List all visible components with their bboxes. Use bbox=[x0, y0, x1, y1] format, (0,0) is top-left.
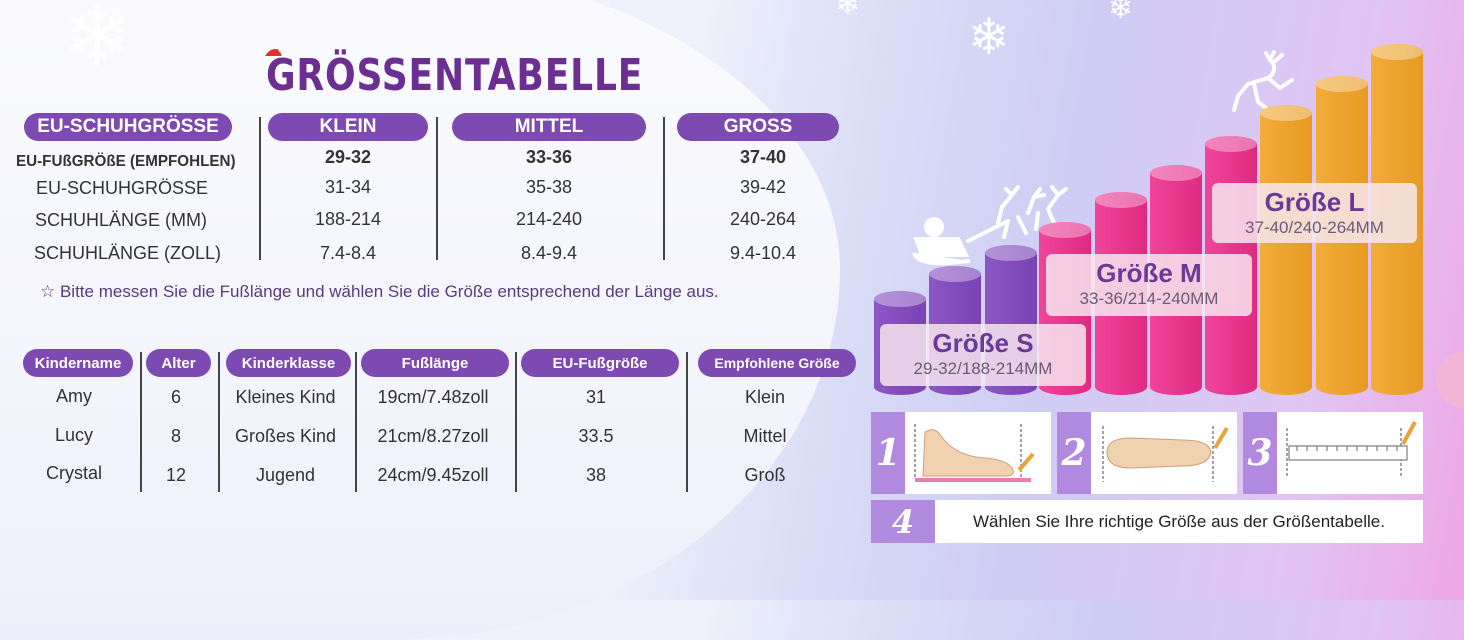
kids-header-class: Kinderklasse bbox=[226, 349, 351, 377]
step-number: 4 bbox=[871, 500, 935, 543]
table-cell: Klein bbox=[744, 387, 786, 407]
column-header-mittel: MITTEL bbox=[452, 113, 646, 141]
santa-hat-icon bbox=[263, 47, 284, 60]
kids-header-recommended: Empfohlene Größe bbox=[698, 349, 856, 377]
size-label-sub: 29-32/188-214MM bbox=[913, 359, 1053, 378]
size-label-sub: 33-36/214-240MM bbox=[1079, 289, 1219, 308]
size-label-l: Größe L 37-40/240-264MM bbox=[1212, 183, 1417, 243]
table-cell: Großes Kind bbox=[234, 426, 337, 446]
table-cell: 31 bbox=[585, 387, 607, 407]
measure-note: ☆ Bitte messen Sie die Fußlänge und wähl… bbox=[40, 282, 719, 301]
kids-header-footlength: Fußlänge bbox=[361, 349, 509, 377]
snowflake-icon: ❄ bbox=[62, 0, 133, 85]
ruler-icon bbox=[1286, 421, 1417, 478]
step-1: 1 bbox=[871, 412, 1051, 494]
table-divider bbox=[663, 117, 665, 260]
table-cell: 33-36 bbox=[525, 147, 573, 167]
size-bar-orange bbox=[1260, 105, 1312, 395]
kids-header-age: Alter bbox=[146, 349, 211, 377]
size-label-s: Größe S 29-32/188-214MM bbox=[880, 324, 1086, 386]
sleigh-reindeer-icon bbox=[912, 185, 1068, 266]
step-3: 3 bbox=[1243, 412, 1423, 494]
background-blob bbox=[0, 0, 840, 640]
table-cell: Groß bbox=[744, 465, 786, 485]
size-label-sub: 37-40/240-264MM bbox=[1245, 218, 1384, 237]
row-label: EU-FUßGRÖßE (EMPFOHLEN) bbox=[16, 153, 236, 170]
table-cell: Lucy bbox=[54, 425, 94, 445]
step-4-text: Wählen Sie Ihre richtige Größe aus der G… bbox=[973, 511, 1385, 531]
table-cell: 38 bbox=[585, 465, 607, 485]
column-header-gross: GROSS bbox=[677, 113, 839, 141]
size-label-m: Größe M 33-36/214-240MM bbox=[1046, 254, 1252, 316]
table-divider bbox=[140, 352, 142, 492]
table-cell: 31-34 bbox=[324, 177, 372, 197]
step-number: 3 bbox=[1243, 412, 1277, 494]
kids-header-eu-size: EU-Fußgröße bbox=[521, 349, 679, 377]
size-label-title: Größe S bbox=[932, 328, 1034, 358]
table-cell: 7.4-8.4 bbox=[319, 243, 377, 263]
table-cell: 12 bbox=[165, 465, 187, 485]
table-cell: 29-32 bbox=[324, 147, 372, 167]
row-label: EU-SCHUHGRÖSSE bbox=[36, 178, 209, 198]
step-number: 1 bbox=[871, 412, 905, 494]
page-title: GRÖSSENTABELLE bbox=[266, 50, 644, 101]
table-cell: Amy bbox=[56, 386, 92, 406]
size-label-title: Größe M bbox=[1096, 258, 1202, 288]
step-4: 4 Wählen Sie Ihre richtige Größe aus der… bbox=[871, 500, 1423, 543]
table-divider bbox=[515, 352, 517, 492]
table-cell: 214-240 bbox=[515, 209, 583, 229]
table-cell: 8 bbox=[170, 426, 181, 446]
size-table-label-header: EU-SCHUHGRÖSSE bbox=[24, 113, 232, 141]
table-divider bbox=[436, 117, 438, 260]
column-header-klein: KLEIN bbox=[268, 113, 428, 141]
snowflake-icon: ❄ bbox=[835, 0, 861, 22]
table-cell: Kleines Kind bbox=[235, 387, 336, 407]
table-cell: 9.4-10.4 bbox=[729, 243, 797, 263]
step-2: 2 bbox=[1057, 412, 1237, 494]
size-label-title: Größe L bbox=[1264, 187, 1365, 217]
table-cell: 240-264 bbox=[729, 209, 797, 229]
table-cell: 35-38 bbox=[525, 177, 573, 197]
table-cell: 39-42 bbox=[739, 177, 787, 197]
table-cell: 37-40 bbox=[739, 147, 787, 167]
reindeer-icon bbox=[1232, 50, 1294, 112]
table-divider bbox=[259, 117, 261, 260]
foot-top-icon bbox=[1102, 426, 1229, 482]
table-divider bbox=[218, 352, 220, 492]
table-cell: Jugend bbox=[255, 465, 316, 485]
foot-side-icon bbox=[914, 424, 1035, 482]
row-label: SCHUHLÄNGE (ZOLL) bbox=[34, 243, 222, 263]
kids-header-name: Kindername bbox=[23, 349, 133, 377]
table-cell: 8.4-9.4 bbox=[520, 243, 578, 263]
table-cell: 21cm/8.27zoll bbox=[377, 426, 489, 446]
table-cell: Crystal bbox=[45, 463, 102, 483]
table-cell: Mittel bbox=[743, 426, 787, 446]
row-label: SCHUHLÄNGE (MM) bbox=[35, 210, 208, 230]
table-cell: 24cm/9.45zoll bbox=[377, 465, 489, 485]
ornament-ball bbox=[1436, 352, 1464, 408]
table-divider bbox=[355, 352, 357, 492]
table-cell: 19cm/7.48zoll bbox=[377, 387, 489, 407]
table-divider bbox=[686, 352, 688, 492]
snowflake-icon: ❄ bbox=[968, 8, 1010, 66]
table-cell: 188-214 bbox=[314, 209, 382, 229]
table-cell: 6 bbox=[170, 387, 181, 407]
step-number: 2 bbox=[1057, 412, 1091, 494]
table-cell: 33.5 bbox=[578, 426, 614, 446]
snowflake-icon: ❄ bbox=[1108, 0, 1134, 26]
